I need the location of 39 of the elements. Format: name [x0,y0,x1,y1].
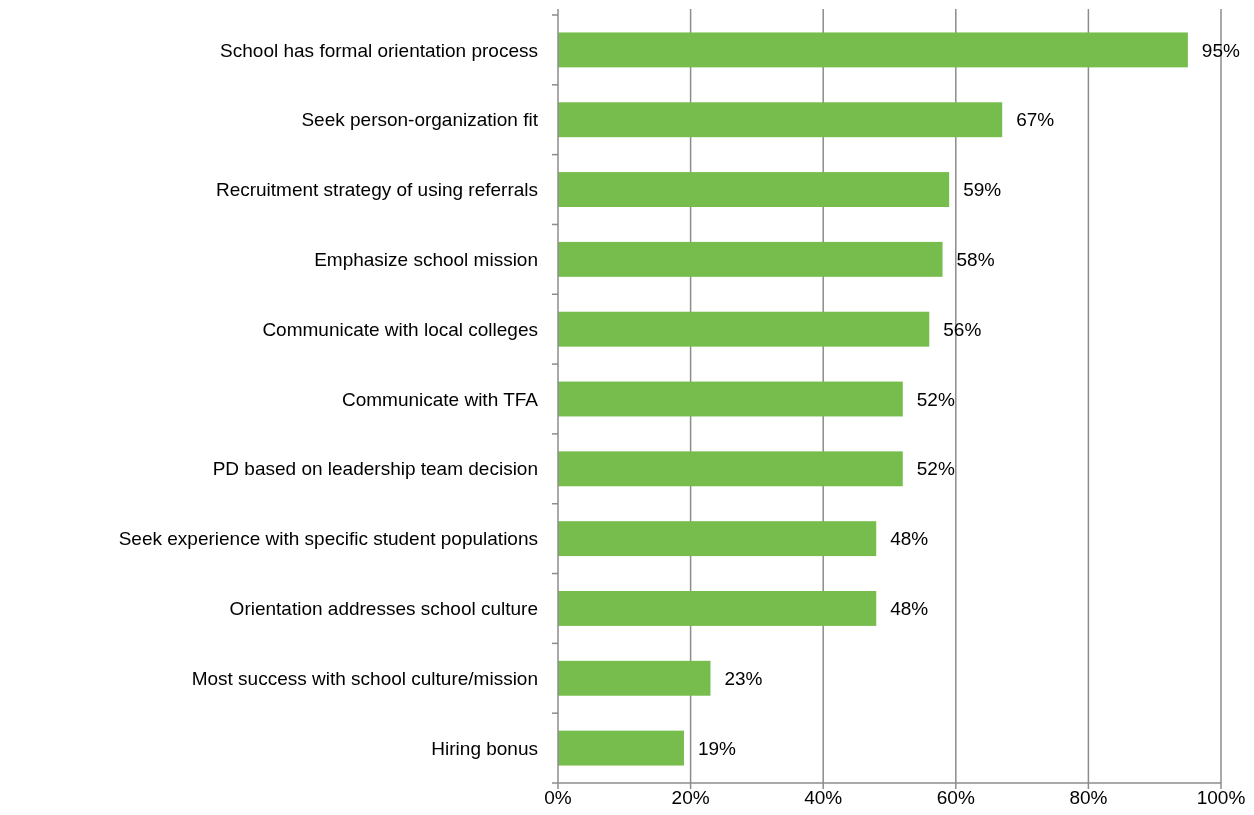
data-label: 48% [890,528,929,550]
bar [558,241,943,277]
data-label: 19% [697,737,737,759]
y-tick-label: Emphasize school mission [314,249,538,271]
x-tick-label: 20% [671,787,710,808]
bar [558,381,903,417]
y-tick-label: Most success with school culture/mission [191,667,538,689]
bar [558,730,684,766]
data-label: 58% [956,249,995,271]
y-tick-label: Recruitment strategy of using referrals [215,179,538,201]
data-label: 48% [890,598,929,620]
bar [558,172,950,207]
data-label: 95% [1201,39,1240,61]
x-tick-label: 0% [544,787,572,808]
data-label: 52% [916,388,955,410]
x-tick-label: 80% [1069,787,1108,808]
y-tick-label: Seek experience with specific student populations [118,528,538,550]
bar [558,451,903,487]
y-tick-label: Communicate with local colleges [262,318,538,340]
y-tick-label: School has formal orientation process [220,39,538,61]
data-label: 67% [1016,109,1055,131]
x-tick-label: 60% [936,787,975,808]
data-label: 52% [916,458,955,480]
y-tick-label: Communicate with TFA [341,388,539,410]
bar [558,591,877,626]
bar [558,102,1003,138]
y-tick-label: Orientation addresses school culture [229,598,538,620]
bar [558,660,711,696]
data-label: 59% [963,179,1002,201]
data-label: 23% [724,667,763,689]
y-tick-label: PD based on leadership team decision [212,458,538,480]
y-tick-label: Seek person-organization fit [301,109,539,131]
data-label: 56% [943,318,982,340]
bar [558,311,930,347]
bar [558,32,1188,68]
x-tick-label: 40% [804,787,843,808]
y-tick-label: Hiring bonus [431,737,538,759]
x-tick-label: 100% [1196,787,1246,808]
bar [558,521,877,557]
